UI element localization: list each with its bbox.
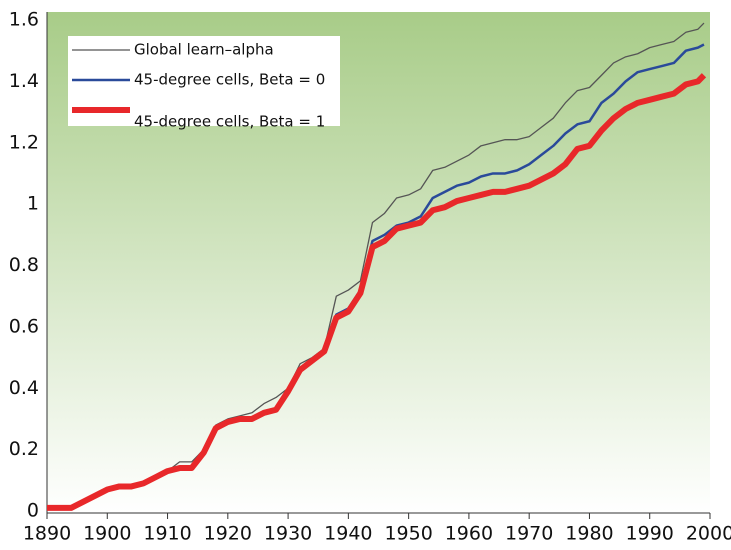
y-tick-label: 0.4 — [9, 377, 39, 399]
legend-label: Global learn–alpha — [134, 41, 274, 59]
x-tick-label: 1900 — [83, 523, 131, 545]
y-tick-label: 0.2 — [9, 438, 39, 460]
x-tick-label: 1970 — [505, 523, 553, 545]
x-tick-label: 1910 — [143, 523, 191, 545]
x-tick-label: 2000 — [686, 523, 731, 545]
y-tick-label: 1.6 — [9, 9, 39, 31]
x-tick-label: 1890 — [23, 523, 71, 545]
legend-label: 45-degree cells, Beta = 1 — [134, 113, 325, 131]
x-tick-label: 1940 — [324, 523, 372, 545]
y-tick-label: 0.6 — [9, 315, 39, 337]
y-tick-label: 0 — [27, 500, 39, 522]
x-tick-label: 1930 — [264, 523, 312, 545]
x-tick-label: 1950 — [384, 523, 432, 545]
y-tick-label: 0.8 — [9, 254, 39, 276]
x-tick-label: 1960 — [445, 523, 493, 545]
x-tick-label: 1990 — [626, 523, 674, 545]
y-tick-label: 1.4 — [9, 70, 39, 92]
legend-label: 45-degree cells, Beta = 0 — [134, 71, 325, 89]
y-tick-label: 1.2 — [9, 131, 39, 153]
x-tick-label: 1920 — [204, 523, 252, 545]
series-line — [47, 73, 707, 511]
x-tick-label: 1980 — [565, 523, 613, 545]
y-tick-label: 1 — [27, 193, 39, 215]
